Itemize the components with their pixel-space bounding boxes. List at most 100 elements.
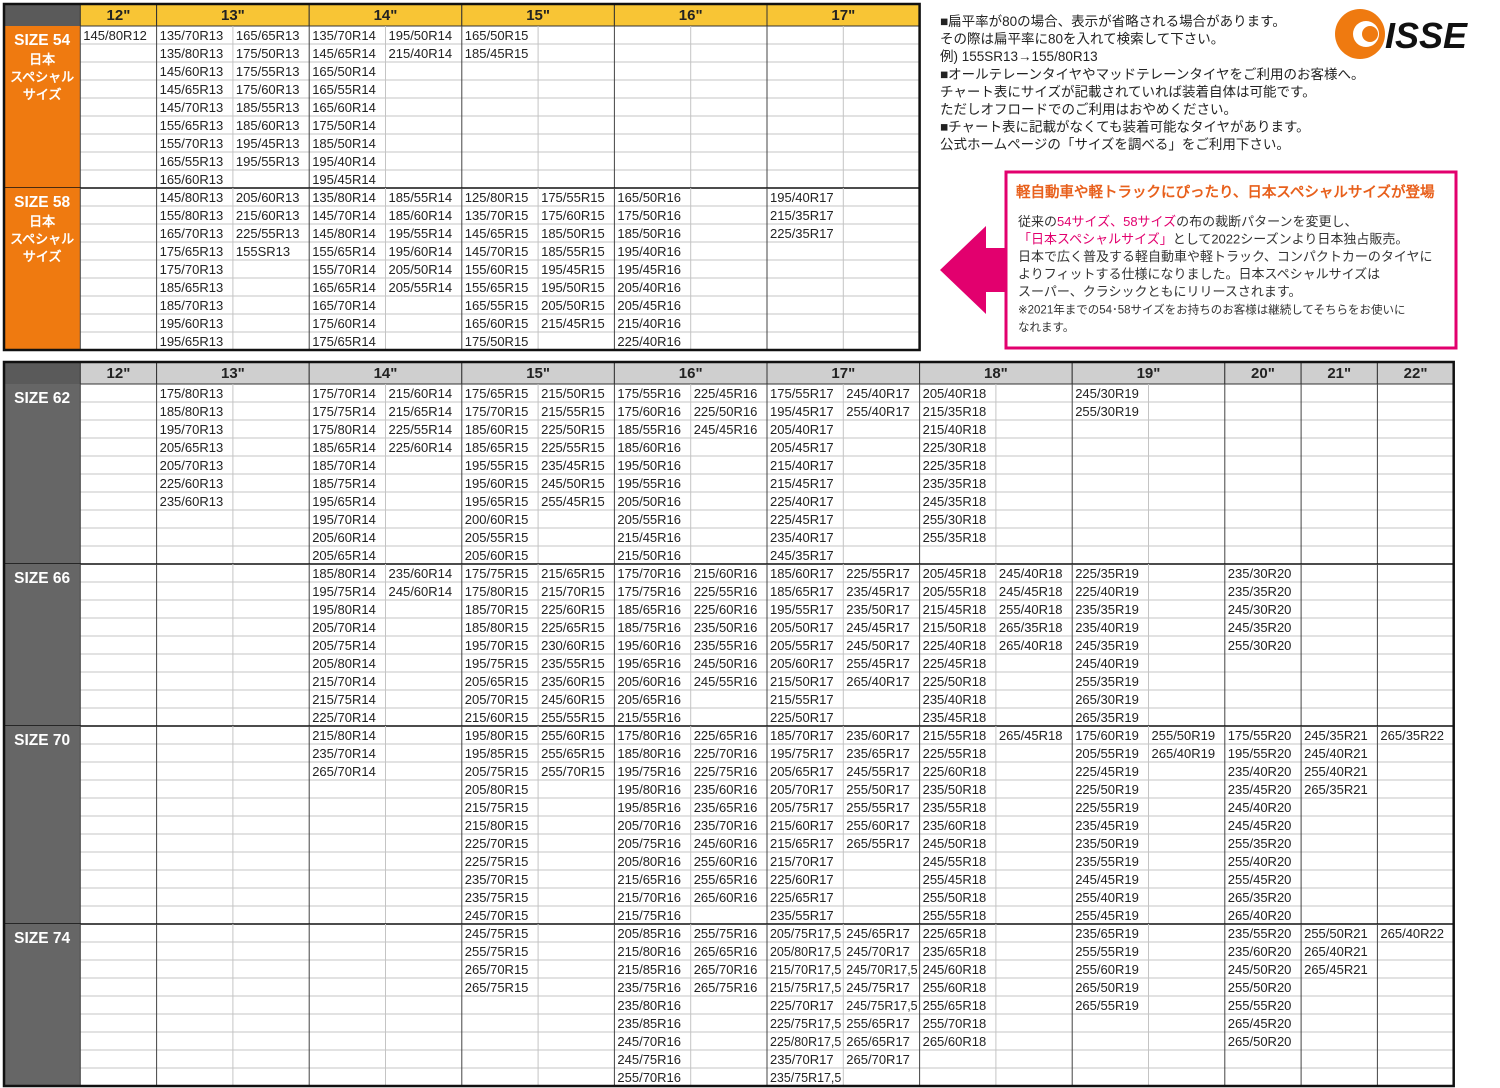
callout-text: の布の裁断パターンを変更し、 bbox=[1176, 214, 1357, 229]
tire-size: 215/45R15 bbox=[541, 316, 605, 331]
tire-size: 235/60R17 bbox=[846, 728, 910, 743]
tire-size: 205/80R17,5 bbox=[770, 944, 841, 959]
note-line: ただしオフロードでのご利用はおやめください。 bbox=[940, 102, 1237, 117]
size-label: SIZE 62 bbox=[14, 390, 70, 407]
tire-size: 265/35R19 bbox=[1075, 710, 1139, 725]
logo-mark-core bbox=[1362, 26, 1378, 42]
tire-size: 235/85R16 bbox=[617, 1016, 681, 1031]
tire-size: 205/65R13 bbox=[160, 440, 224, 455]
tire-size: 255/55R18 bbox=[923, 908, 987, 923]
tire-size: 225/70R17 bbox=[770, 998, 834, 1013]
tire-size: 135/70R15 bbox=[465, 208, 529, 223]
tire-size: 255/45R20 bbox=[1228, 872, 1292, 887]
tire-size: 225/40R16 bbox=[617, 334, 681, 349]
tire-size: 215/40R17 bbox=[770, 458, 834, 473]
tire-size: 225/60R17 bbox=[770, 872, 834, 887]
tire-size: 225/75R15 bbox=[465, 854, 529, 869]
tire-size: 255/60R19 bbox=[1075, 962, 1139, 977]
tire-size: 230/60R15 bbox=[541, 638, 605, 653]
tire-size: 225/60R15 bbox=[541, 602, 605, 617]
tire-size: 245/60R14 bbox=[389, 584, 453, 599]
tire-size: 215/50R15 bbox=[541, 386, 605, 401]
tire-size: 185/65R16 bbox=[617, 602, 681, 617]
tire-size: 255/55R17 bbox=[846, 800, 910, 815]
tire-size: 205/60R14 bbox=[312, 530, 376, 545]
column-header: 15" bbox=[526, 7, 550, 24]
tire-size: 265/30R19 bbox=[1075, 692, 1139, 707]
tire-size: 235/65R16 bbox=[694, 800, 758, 815]
tire-size: 155/70R13 bbox=[160, 136, 224, 151]
tire-size: 215/70R14 bbox=[312, 674, 376, 689]
tire-size: 265/50R20 bbox=[1228, 1034, 1292, 1049]
tire-size: 225/40R17 bbox=[770, 494, 834, 509]
callout-text: 従来の bbox=[1018, 214, 1057, 229]
size-label: SIZE 74 bbox=[14, 930, 70, 947]
size-label: SIZE 70 bbox=[14, 732, 70, 749]
tire-size: 235/40R19 bbox=[1075, 620, 1139, 635]
tire-size: 255/70R18 bbox=[923, 1016, 987, 1031]
tire-size: 195/45R13 bbox=[236, 136, 300, 151]
tire-size: 245/70R16 bbox=[617, 1034, 681, 1049]
tire-size: 155/80R13 bbox=[160, 208, 224, 223]
size-label: SIZE 66 bbox=[14, 570, 70, 587]
tire-size: 255/50R17 bbox=[846, 782, 910, 797]
tire-size: 265/60R18 bbox=[923, 1034, 987, 1049]
tire-size: 265/70R17 bbox=[846, 1052, 910, 1067]
callout-text: よりフィットする仕様になりました。日本スペシャルサイズは bbox=[1018, 267, 1380, 282]
tire-size: 205/40R18 bbox=[923, 386, 987, 401]
tire-size: 235/55R20 bbox=[1228, 926, 1292, 941]
tire-size: 175/75R16 bbox=[617, 584, 681, 599]
tire-size: 245/35R19 bbox=[1075, 638, 1139, 653]
tire-size: 245/50R15 bbox=[541, 476, 605, 491]
tire-size: 235/55R18 bbox=[923, 800, 987, 815]
tire-size: 245/40R18 bbox=[999, 566, 1063, 581]
tire-size: 255/50R19 bbox=[1152, 728, 1216, 743]
tire-size: 175/50R14 bbox=[312, 118, 376, 133]
tire-size: 205/45R16 bbox=[617, 298, 681, 313]
tire-size: 185/75R14 bbox=[312, 476, 376, 491]
tire-size: 235/45R15 bbox=[541, 458, 605, 473]
size-label-cell bbox=[4, 924, 81, 1086]
column-header: 12" bbox=[107, 365, 131, 382]
tire-size: 165/55R15 bbox=[465, 298, 529, 313]
tire-size: 255/50R20 bbox=[1228, 980, 1292, 995]
tire-size: 235/80R16 bbox=[617, 998, 681, 1013]
tire-size: 145/70R14 bbox=[312, 208, 376, 223]
tire-size: 165/60R15 bbox=[465, 316, 529, 331]
tire-size: 225/40R19 bbox=[1075, 584, 1139, 599]
tire-size: 245/65R17 bbox=[846, 926, 910, 941]
tire-size: 245/70R17,5 bbox=[846, 962, 917, 977]
tire-size: 215/60R15 bbox=[465, 710, 529, 725]
tire-size: 205/60R16 bbox=[617, 674, 681, 689]
tire-size: 195/80R16 bbox=[617, 782, 681, 797]
size-sublabel: スペシャル bbox=[10, 232, 74, 247]
tire-size: 205/75R17 bbox=[770, 800, 834, 815]
tire-size: 235/35R18 bbox=[923, 476, 987, 491]
tire-size: 145/80R14 bbox=[312, 226, 376, 241]
size-label-cell bbox=[4, 384, 81, 564]
tire-size: 225/60R18 bbox=[923, 764, 987, 779]
tire-size: 175/50R16 bbox=[617, 208, 681, 223]
tire-size: 185/80R14 bbox=[312, 566, 376, 581]
tire-size: 145/80R12 bbox=[83, 28, 147, 43]
tire-size: 235/75R15 bbox=[465, 890, 529, 905]
tire-size: 235/50R19 bbox=[1075, 836, 1139, 851]
tire-size: 175/70R13 bbox=[160, 262, 224, 277]
tire-size: 235/75R17,5 bbox=[770, 1070, 841, 1085]
tire-size: 245/45R16 bbox=[694, 422, 758, 437]
tire-size: 245/75R17,5 bbox=[846, 998, 917, 1013]
tire-size: 245/45R20 bbox=[1228, 818, 1292, 833]
tire-size: 255/60R17 bbox=[846, 818, 910, 833]
tire-size: 215/50R17 bbox=[770, 674, 834, 689]
tire-size: 155/65R14 bbox=[312, 244, 376, 259]
tire-size: 245/75R17 bbox=[846, 980, 910, 995]
tire-size: 245/45R19 bbox=[1075, 872, 1139, 887]
tire-size: 265/65R16 bbox=[694, 944, 758, 959]
tire-size: 235/55R19 bbox=[1075, 854, 1139, 869]
tire-size: 225/65R18 bbox=[923, 926, 987, 941]
tire-size: 255/35R18 bbox=[923, 530, 987, 545]
tire-size: 155/60R15 bbox=[465, 262, 529, 277]
tire-size: 185/65R13 bbox=[160, 280, 224, 295]
tire-size: 235/30R20 bbox=[1228, 566, 1292, 581]
tire-size: 215/55R15 bbox=[541, 404, 605, 419]
